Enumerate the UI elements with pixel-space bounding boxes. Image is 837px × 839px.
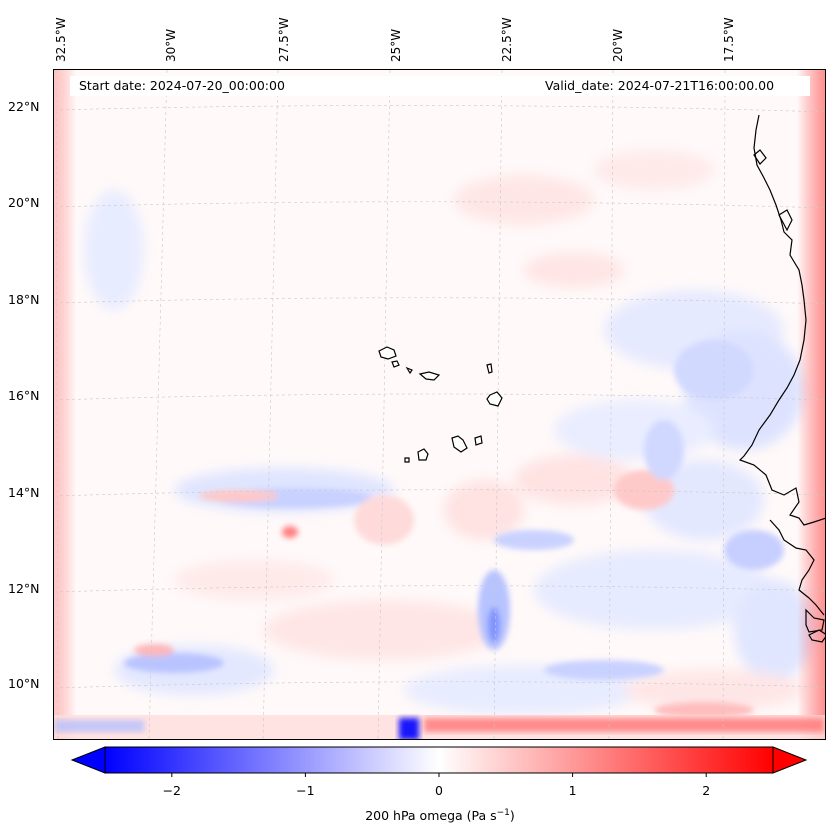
left-boundary-band (54, 70, 76, 739)
lat-label-14n: 14°N (8, 485, 40, 500)
lon-label-25w: 25°W (389, 28, 403, 62)
colorbar-extend-max (772, 746, 808, 774)
gridlines (54, 70, 825, 739)
cb-tick-label-neg2: −2 (162, 783, 182, 798)
lon-label-27-5w: 27.5°W (277, 17, 291, 62)
map-panel (53, 69, 826, 740)
colorbar-extend-min (70, 746, 106, 774)
omega-field-map (54, 70, 825, 739)
bottom-blue-strip-left (54, 720, 144, 732)
cb-tick-label-neg1: −1 (296, 783, 315, 798)
start-date-label: Start date: 2024-07-20_00:00:00 (79, 78, 285, 93)
cb-tick-label-0: 0 (435, 783, 443, 798)
lat-label-22n: 22°N (8, 99, 40, 114)
lon-label-17-5w: 17.5°W (722, 17, 736, 62)
colorbar-title-close: ) (509, 808, 515, 824)
cb-tick-label-2: 2 (702, 783, 711, 798)
colorbar (70, 746, 808, 777)
cape-verde-islands (378, 346, 503, 463)
lon-label-32-5w: 32.5°W (54, 17, 68, 62)
colorbar-ticks (171, 773, 707, 777)
lat-label-18n: 18°N (8, 292, 40, 307)
omega-patches-features (124, 340, 784, 718)
date-strip (70, 76, 810, 96)
cb-tick-label-1: 1 (568, 783, 577, 798)
lat-label-12n: 12°N (8, 581, 40, 596)
colorbar-title: 200 hPa omega (Pa s−1) (0, 808, 837, 823)
right-boundary-band (797, 70, 825, 739)
bottom-blue-spot (399, 718, 419, 739)
bottom-red-strip (424, 718, 824, 732)
coastline (738, 114, 825, 643)
lon-label-30w: 30°W (164, 28, 178, 62)
lat-label-16n: 16°N (8, 388, 40, 403)
lat-label-20n: 20°N (8, 195, 40, 210)
valid-date-label: Valid_date: 2024-07-21T16:00:00.00 (545, 78, 775, 93)
lon-label-22-5w: 22.5°W (500, 17, 514, 62)
colorbar-gradient (104, 746, 774, 774)
colorbar-title-text: 200 hPa omega (Pa s (365, 808, 497, 824)
colorbar-title-sup: −1 (496, 808, 510, 818)
lat-label-10n: 10°N (8, 676, 40, 691)
lon-label-20w: 20°W (611, 28, 625, 62)
